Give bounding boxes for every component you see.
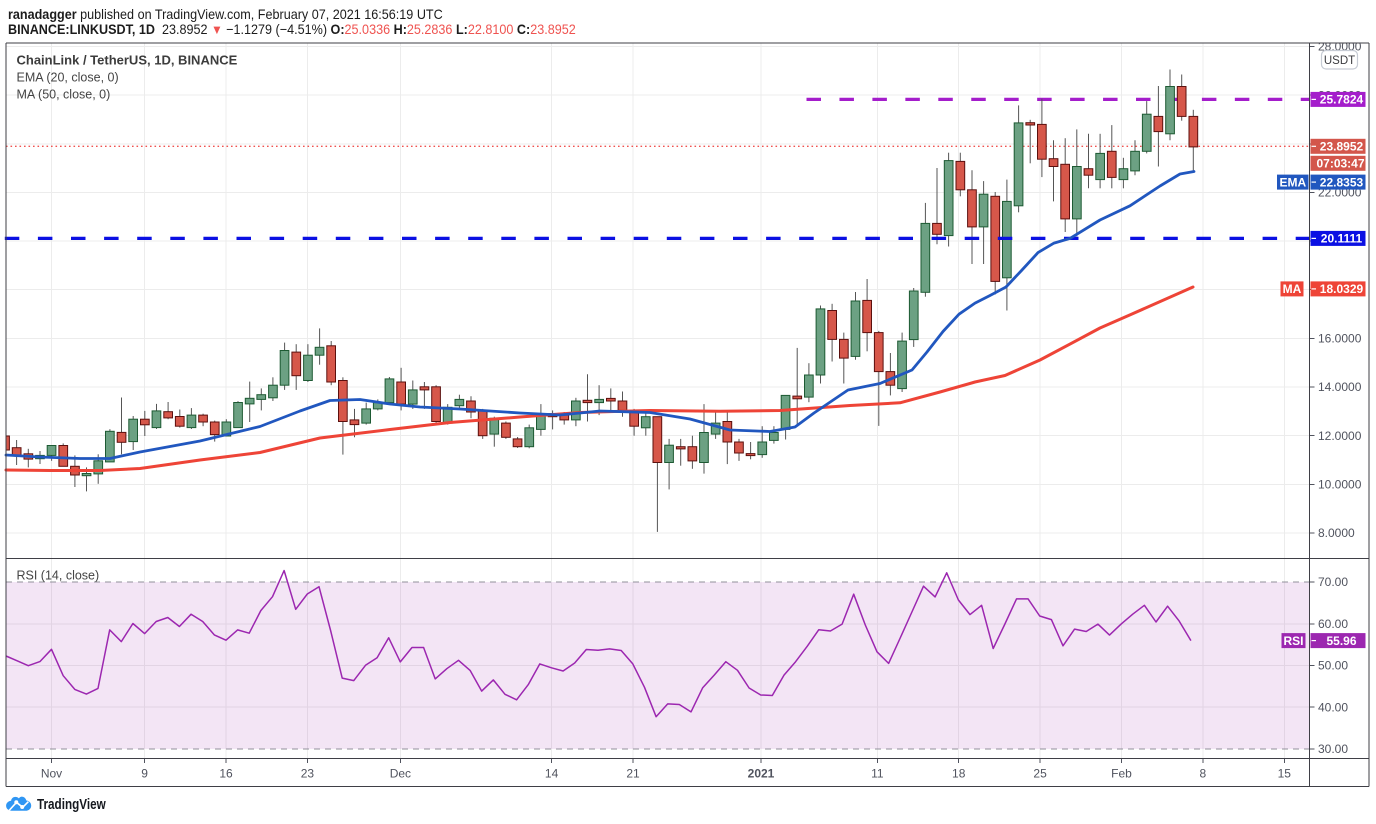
svg-text:70.00: 70.00 (1318, 575, 1348, 589)
svg-text:14: 14 (545, 767, 559, 781)
svg-text:EMA (20, close, 0): EMA (20, close, 0) (17, 71, 119, 85)
svg-text:RSI: RSI (1283, 634, 1303, 648)
svg-text:40.00: 40.00 (1318, 701, 1348, 715)
svg-text:23.8952: 23.8952 (1320, 140, 1364, 154)
svg-text:Dec: Dec (390, 767, 411, 781)
svg-text:12.0000: 12.0000 (1318, 429, 1362, 443)
svg-text:23: 23 (301, 767, 315, 781)
svg-text:Nov: Nov (41, 767, 62, 781)
svg-text:16: 16 (219, 767, 233, 781)
svg-text:07:03:47: 07:03:47 (1316, 157, 1364, 171)
svg-text:25.7824: 25.7824 (1320, 93, 1364, 107)
svg-text:11: 11 (871, 767, 884, 781)
svg-text:2021: 2021 (748, 767, 775, 781)
svg-text:9: 9 (141, 767, 148, 781)
svg-text:MA: MA (1283, 282, 1302, 296)
svg-text:MA (50, close, 0): MA (50, close, 0) (17, 88, 111, 102)
svg-text:16.0000: 16.0000 (1318, 332, 1362, 346)
svg-text:USDT: USDT (1324, 55, 1355, 67)
svg-text:18.0329: 18.0329 (1320, 282, 1364, 296)
svg-text:14.0000: 14.0000 (1318, 380, 1362, 394)
svg-text:EMA: EMA (1279, 175, 1306, 189)
svg-text:18: 18 (952, 767, 966, 781)
svg-text:55.96: 55.96 (1326, 634, 1356, 648)
svg-text:22.8353: 22.8353 (1320, 175, 1364, 189)
svg-text:50.00: 50.00 (1318, 659, 1348, 673)
svg-text:15: 15 (1278, 767, 1292, 781)
svg-text:8: 8 (1200, 767, 1207, 781)
svg-text:RSI (14, close): RSI (14, close) (17, 569, 100, 583)
svg-text:20.1111: 20.1111 (1321, 232, 1363, 246)
svg-text:10.0000: 10.0000 (1318, 478, 1362, 492)
svg-text:8.0000: 8.0000 (1318, 526, 1355, 540)
svg-text:Feb: Feb (1111, 767, 1132, 781)
svg-text:25: 25 (1033, 767, 1047, 781)
svg-text:21: 21 (626, 767, 640, 781)
svg-text:ChainLink / TetherUS, 1D, BINA: ChainLink / TetherUS, 1D, BINANCE (17, 53, 238, 68)
svg-text:60.00: 60.00 (1318, 617, 1348, 631)
svg-text:30.00: 30.00 (1318, 742, 1348, 756)
